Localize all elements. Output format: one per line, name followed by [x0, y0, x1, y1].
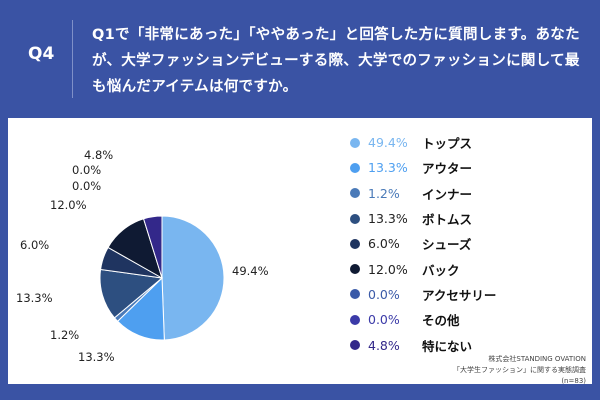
legend-item: 12.0% バック: [350, 256, 496, 281]
legend-swatch: [350, 289, 360, 300]
legend-item: 1.2% インナー: [350, 181, 496, 206]
legend-label: アウター: [422, 161, 473, 177]
pie-slice: [161, 215, 225, 341]
legend-value: 49.4%: [368, 135, 408, 151]
divider: [72, 20, 73, 98]
legend-swatch: [350, 238, 360, 249]
legend: 49.4% トップス 13.3% アウター 1.2% インナー 13.3% ボトムス 6.0% シ…: [350, 130, 496, 358]
legend-item: 4.8% 特にない: [350, 332, 496, 357]
legend-swatch: [350, 188, 360, 199]
legend-value: 13.3%: [368, 211, 408, 227]
question-number: Q4: [28, 44, 55, 64]
legend-swatch: [350, 340, 360, 351]
legend-value: 12.0%: [368, 261, 408, 277]
legend-label: バック: [422, 262, 460, 278]
legend-item: 0.0% アクセサリー: [350, 282, 496, 307]
source-company: 株式会社STANDING OVATION: [488, 355, 586, 363]
pie-data-label: 4.8%: [84, 148, 114, 162]
legend-label: アクセサリー: [422, 287, 497, 303]
legend-value: 13.3%: [368, 160, 408, 176]
question-text: Q1で「非常にあった」「ややあった」と回答した方に質問します。あなたが、大学ファ…: [92, 27, 580, 95]
legend-swatch: [350, 162, 360, 173]
legend-value: 4.8%: [368, 337, 400, 353]
legend-value: 1.2%: [368, 185, 400, 201]
legend-label: トップス: [422, 136, 473, 152]
legend-label: シューズ: [422, 237, 472, 253]
pie-data-label: 12.0%: [50, 198, 87, 212]
legend-item: 13.3% アウター: [350, 155, 496, 180]
legend-item: 6.0% シューズ: [350, 231, 496, 256]
pie-data-label: 0.0%: [72, 163, 102, 177]
legend-value: 0.0%: [368, 286, 400, 302]
legend-label: その他: [422, 313, 460, 329]
legend-swatch: [350, 213, 360, 224]
chart-card: [8, 118, 592, 384]
legend-item: 0.0% その他: [350, 307, 496, 332]
source-note: 株式会社STANDING OVATION 「大学生ファッション」に関する実態調査…: [453, 354, 586, 387]
legend-swatch: [350, 314, 360, 325]
legend-label: インナー: [422, 186, 473, 202]
legend-label: 特にない: [422, 338, 473, 354]
pie-data-label: 0.0%: [72, 179, 102, 193]
source-sample: (n=83): [561, 377, 586, 385]
legend-label: ボトムス: [422, 212, 473, 228]
pie-data-label: 1.2%: [50, 328, 80, 342]
legend-item: 49.4% トップス: [350, 130, 496, 155]
legend-value: 6.0%: [368, 236, 400, 252]
legend-swatch: [350, 264, 360, 275]
legend-value: 0.0%: [368, 312, 400, 328]
legend-swatch: [350, 137, 360, 148]
pie-slice: [142, 215, 163, 279]
pie-data-label: 49.4%: [232, 264, 269, 278]
legend-item: 13.3% ボトムス: [350, 206, 496, 231]
source-survey: 「大学生ファッション」に関する実態調査: [453, 366, 586, 374]
pie-data-label: 13.3%: [78, 350, 115, 364]
pie-data-label: 13.3%: [16, 291, 53, 305]
pie-data-label: 6.0%: [20, 238, 50, 252]
